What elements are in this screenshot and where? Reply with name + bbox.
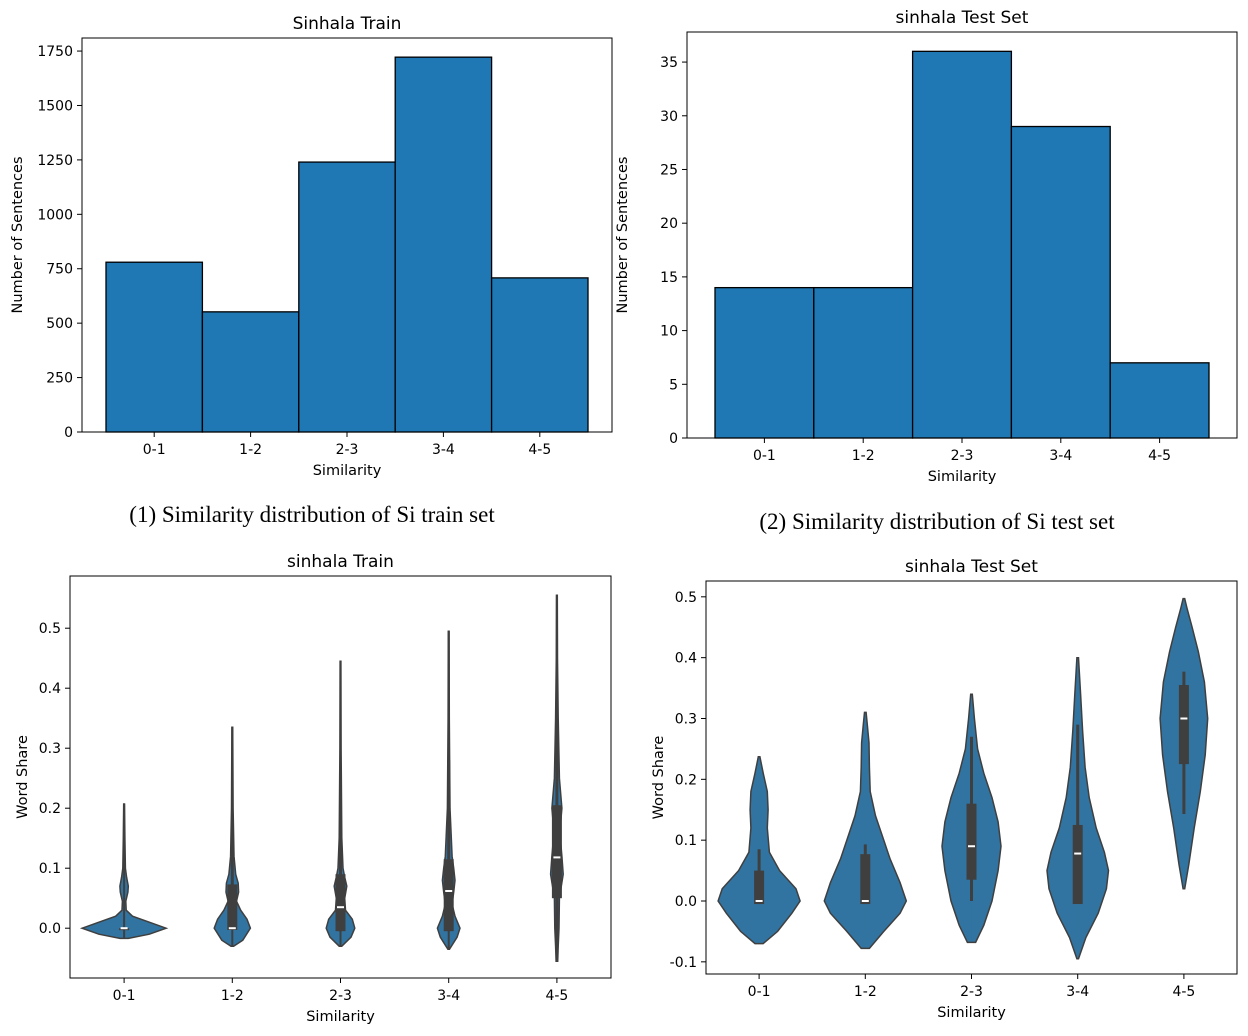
x-tick-label: 3-4 xyxy=(437,988,460,1004)
bar-2-3 xyxy=(911,50,1013,439)
x-axis-label: Similarity xyxy=(306,1009,375,1025)
x-tick-label: 4-5 xyxy=(545,988,568,1004)
x-tick-label: 4-5 xyxy=(528,442,551,458)
x-tick-label: 1-2 xyxy=(854,984,877,1000)
iqr-box-0-1 xyxy=(754,870,765,905)
x-tick-label: 3-4 xyxy=(1049,448,1072,464)
y-tick-label: 0.1 xyxy=(675,833,697,849)
y-tick-label: 0 xyxy=(669,431,678,447)
y-tick-label: 0 xyxy=(64,425,73,441)
y-tick-label: 1750 xyxy=(37,44,73,60)
x-axis-label: Similarity xyxy=(937,1005,1006,1021)
y-tick-label: 25 xyxy=(660,162,678,178)
bar-4-5 xyxy=(1109,362,1210,439)
x-tick-label: 2-3 xyxy=(951,448,974,464)
bar-3-4 xyxy=(394,56,493,433)
x-axis-label: Similarity xyxy=(313,463,382,479)
y-tick-label: 750 xyxy=(46,262,73,278)
y-tick-label: 0.3 xyxy=(675,711,697,727)
panel-3: 0.0 0.1 0.2 0.3 0.4 0.5 0-1 1-2 2-3 3-4 4-5 Similar… xyxy=(15,552,612,1025)
y-tick-label: 1250 xyxy=(37,153,73,169)
y-axis-label: Word Share xyxy=(651,736,667,820)
x-tick-label: 0-1 xyxy=(748,984,771,1000)
x-tick-label: 0-1 xyxy=(753,448,776,464)
y-tick-label: 0.5 xyxy=(675,590,697,606)
panel-4: -0.1 0.0 0.1 0.2 0.3 0.4 0.5 0-1 1-2 2-3 3-4 4-5 Sim… xyxy=(651,557,1238,1021)
bar-1-2 xyxy=(201,311,300,433)
iqr-box-1-2 xyxy=(860,854,871,905)
panel-2: 0 5 10 15 20 25 30 35 0-1 1-2 2-3 3-4 4-5 Similarity N… xyxy=(615,8,1238,485)
iqr-box-4-5 xyxy=(551,805,562,899)
y-tick-label: 0.2 xyxy=(39,801,61,817)
y-tick-label: 1500 xyxy=(37,98,73,114)
caption-train-histogram: (1) Similarity distribution of Si train … xyxy=(129,502,495,527)
y-tick-label: 500 xyxy=(46,316,73,332)
x-tick-label: 2-3 xyxy=(336,442,359,458)
iqr-box-2-3 xyxy=(966,803,977,880)
x-tick-label: 3-4 xyxy=(1066,984,1089,1000)
x-tick-label: 1-2 xyxy=(852,448,875,464)
bar-2-3 xyxy=(298,161,396,433)
x-tick-label: 0-1 xyxy=(113,988,136,1004)
y-tick-label: 0.0 xyxy=(675,894,697,910)
chart-title: sinhala Train xyxy=(287,552,394,572)
panel-1: 0 250 500 750 1000 1250 1500 1750 0-1 1-2 2-3 3-4 4-… xyxy=(10,14,613,479)
bar-1-2 xyxy=(813,286,914,439)
y-axis-label: Word Share xyxy=(15,735,31,819)
chart-title: sinhala Test Set xyxy=(896,8,1029,28)
chart-title: sinhala Test Set xyxy=(905,557,1038,577)
y-tick-label: 35 xyxy=(660,55,678,71)
x-axis-label: Similarity xyxy=(928,469,997,485)
y-tick-label: 30 xyxy=(660,109,678,125)
x-tick-label: 0-1 xyxy=(143,442,166,458)
y-tick-label: 0.0 xyxy=(39,921,61,937)
y-tick-label: 0.3 xyxy=(39,741,61,757)
x-tick-label: 1-2 xyxy=(239,442,262,458)
y-tick-label: 250 xyxy=(46,371,73,387)
x-tick-label: 4-5 xyxy=(1172,984,1195,1000)
iqr-box-2-3 xyxy=(335,874,346,932)
y-tick-label: 0.4 xyxy=(39,681,61,697)
y-tick-label: 15 xyxy=(660,270,678,286)
iqr-box-3-4 xyxy=(443,859,454,932)
y-tick-label: 10 xyxy=(660,324,678,340)
x-tick-label: 2-3 xyxy=(960,984,983,1000)
y-axis-label: Number of Sentences xyxy=(10,156,26,313)
bar-0-1 xyxy=(105,261,204,433)
bar-3-4 xyxy=(1010,125,1111,439)
x-tick-label: 3-4 xyxy=(432,442,455,458)
y-tick-label: -0.1 xyxy=(670,955,697,971)
caption-test-histogram: (2) Similarity distribution of Si test s… xyxy=(759,509,1115,534)
x-tick-label: 4-5 xyxy=(1148,448,1171,464)
bar-0-1 xyxy=(714,286,815,439)
y-tick-label: 1000 xyxy=(37,207,73,223)
y-axis-label: Number of Sentences xyxy=(615,156,631,313)
chart-title: Sinhala Train xyxy=(293,14,402,34)
y-tick-label: 0.5 xyxy=(39,621,61,637)
y-tick-label: 0.1 xyxy=(39,861,61,877)
y-tick-label: 20 xyxy=(660,216,678,232)
y-tick-label: 0.4 xyxy=(675,651,697,667)
bar-4-5 xyxy=(490,277,589,433)
iqr-box-4-5 xyxy=(1178,685,1189,765)
iqr-box-3-4 xyxy=(1072,824,1083,905)
y-tick-label: 0.2 xyxy=(675,772,697,788)
y-tick-label: 5 xyxy=(669,377,678,393)
x-tick-label: 1-2 xyxy=(221,988,244,1004)
iqr-box-1-2 xyxy=(227,884,238,930)
x-tick-label: 2-3 xyxy=(329,988,352,1004)
